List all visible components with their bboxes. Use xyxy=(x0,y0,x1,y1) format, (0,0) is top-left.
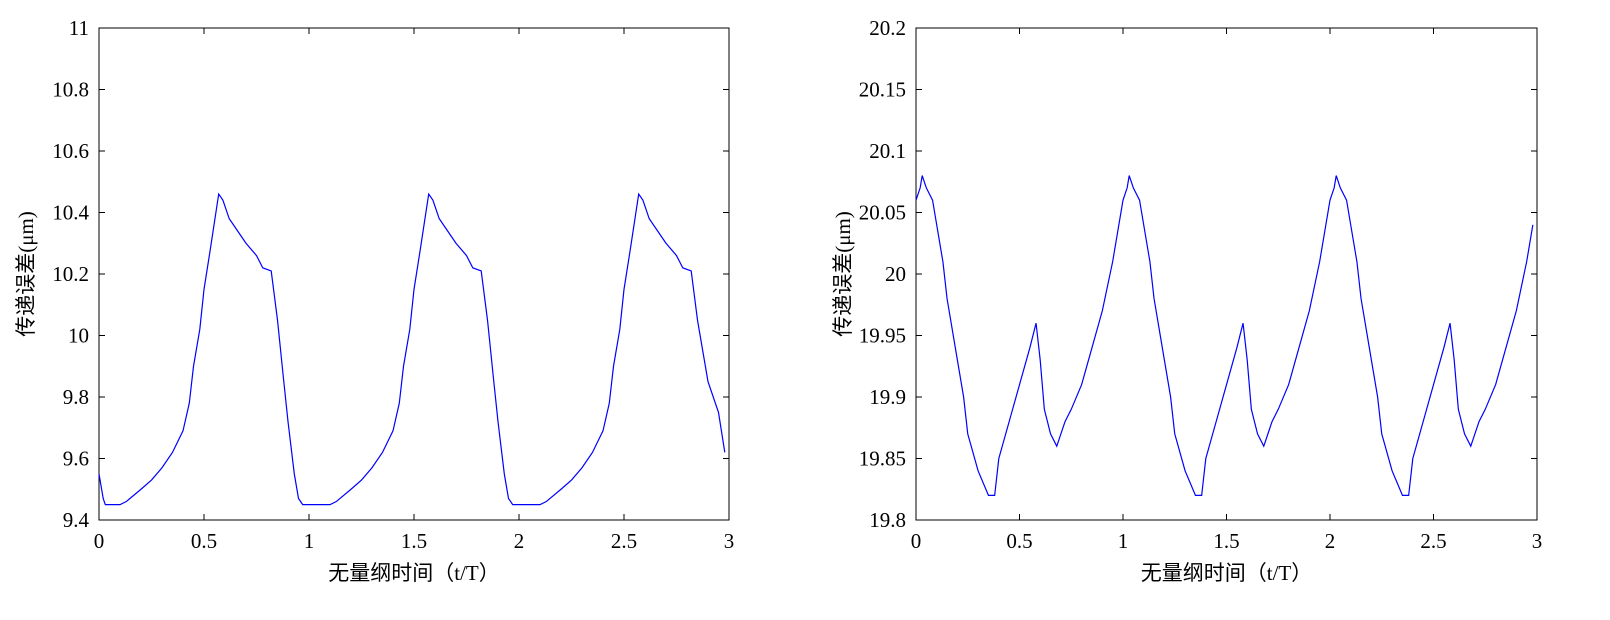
x-tick-label: 3 xyxy=(1532,529,1543,553)
plot-frame xyxy=(915,27,1538,521)
y-tick-label: 19.85 xyxy=(859,447,906,471)
y-tick-label: 20.1 xyxy=(869,139,906,163)
x-tick-label: 0.5 xyxy=(1006,529,1032,553)
y-tick-label: 9.6 xyxy=(63,447,89,471)
x-tick-label: 0.5 xyxy=(191,529,217,553)
y-tick-label: 10 xyxy=(68,324,89,348)
x-tick-label: 2.5 xyxy=(1420,529,1446,553)
x-tick-label: 2 xyxy=(1325,529,1336,553)
x-tick-label: 1.5 xyxy=(401,529,427,553)
y-tick-label: 19.95 xyxy=(859,324,906,348)
x-tick-label: 3 xyxy=(724,529,735,553)
y-tick-label: 9.8 xyxy=(63,385,89,409)
x-axis-label: 无量纲时间（t/T） xyxy=(1141,561,1313,585)
x-tick-label: 2.5 xyxy=(611,529,637,553)
x-tick-label: 1.5 xyxy=(1213,529,1239,553)
x-tick-label: 1 xyxy=(304,529,315,553)
data-line xyxy=(98,192,726,506)
y-tick-label: 19.8 xyxy=(869,508,906,532)
x-tick-label: 2 xyxy=(514,529,525,553)
y-tick-label: 9.4 xyxy=(63,508,90,532)
y-tick-label: 19.9 xyxy=(869,385,906,409)
x-tick-label: 0 xyxy=(94,529,105,553)
y-tick-label: 20.2 xyxy=(869,16,906,40)
x-axis-label: 无量纲时间（t/T） xyxy=(328,561,500,585)
x-tick-label: 1 xyxy=(1118,529,1129,553)
y-tick-label: 10.2 xyxy=(52,262,89,286)
data-line xyxy=(915,175,1534,496)
y-tick-label: 11 xyxy=(69,16,89,40)
x-tick-label: 0 xyxy=(911,529,922,553)
y-axis-label: 传递误差(μm) xyxy=(14,211,38,337)
y-tick-label: 20.05 xyxy=(859,201,906,225)
y-axis-label: 传递误差(μm) xyxy=(831,211,855,337)
y-tick-label: 20 xyxy=(885,262,906,286)
y-tick-label: 10.8 xyxy=(52,78,89,102)
y-tick-label: 10.6 xyxy=(52,139,89,163)
y-tick-label: 10.4 xyxy=(52,201,89,225)
plot-frame xyxy=(98,27,730,521)
y-tick-label: 20.15 xyxy=(859,78,906,102)
